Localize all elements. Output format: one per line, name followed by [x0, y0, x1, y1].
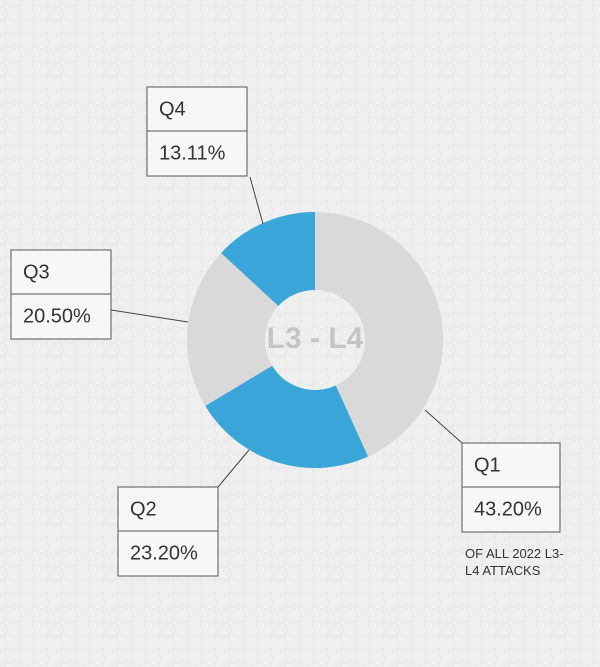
category-label: Q2: [130, 498, 157, 520]
leader-line: [217, 449, 250, 488]
value-label: 20.50%: [23, 305, 91, 327]
slice: [205, 365, 369, 468]
category-label: Q1: [474, 454, 501, 476]
value-label: 13.11%: [159, 142, 226, 164]
leader-line: [110, 309, 189, 323]
slice: [221, 212, 315, 307]
value-label: 43.20%: [474, 498, 542, 520]
slice: [187, 253, 279, 406]
value-label: 23.20%: [130, 542, 198, 564]
slice: [315, 212, 443, 457]
leader-line: [249, 176, 264, 225]
note: OF ALL 2022 L3-L4 ATTACKS: [465, 546, 564, 578]
category-label: Q4: [159, 98, 186, 120]
leader-line: [424, 409, 463, 444]
category-label: Q3: [23, 261, 50, 283]
center-label: L3 - L4: [267, 322, 364, 355]
